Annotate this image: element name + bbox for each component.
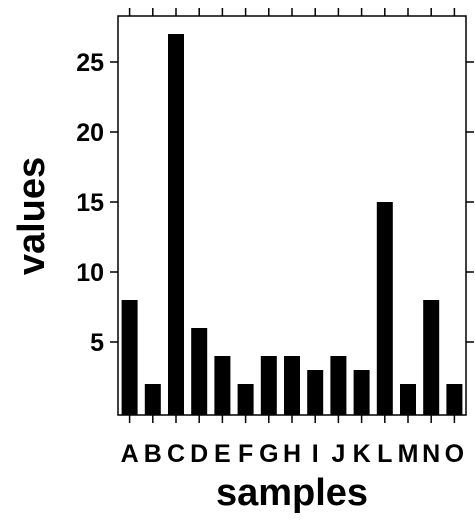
- bar-C: [168, 34, 184, 415]
- bar-E: [214, 356, 231, 415]
- x-tick-label: L: [377, 440, 392, 468]
- x-tick-label: O: [445, 440, 464, 468]
- x-tick-label: K: [353, 440, 371, 468]
- x-tick-label: D: [190, 440, 208, 468]
- x-tick-label: G: [259, 440, 278, 468]
- x-tick-label: F: [238, 440, 253, 468]
- bar-D: [191, 328, 208, 415]
- x-tick-label: I: [312, 440, 319, 468]
- bar-O: [446, 384, 463, 415]
- bar-I: [307, 370, 324, 415]
- x-tick-label: N: [422, 440, 440, 468]
- x-tick-label: J: [331, 440, 345, 468]
- bar-J: [330, 356, 347, 415]
- x-tick-label: M: [398, 440, 419, 468]
- bar-K: [353, 370, 370, 415]
- y-tick-label: 15: [76, 189, 104, 217]
- y-tick-label: 5: [90, 329, 104, 357]
- bars-group: [121, 34, 463, 415]
- x-axis-title: samples: [216, 472, 368, 514]
- bar-F: [237, 384, 254, 415]
- x-tick-label: H: [283, 440, 301, 468]
- bar-M: [400, 384, 416, 415]
- bar-B: [144, 384, 161, 415]
- x-tick-label: A: [121, 440, 139, 468]
- bar-A: [121, 300, 138, 415]
- y-tick-label: 25: [76, 49, 104, 77]
- bar-G: [260, 356, 277, 415]
- y-tick-label: 10: [76, 259, 104, 287]
- axis-ticks: [110, 8, 474, 423]
- x-tick-label: E: [214, 440, 231, 468]
- x-tick-label: B: [144, 440, 162, 468]
- bar-N: [423, 300, 440, 415]
- bar-H: [284, 356, 300, 415]
- tick-labels: A B C D E F G H I J K L M N O 5 10 15 20 25: [76, 49, 464, 468]
- y-axis-title: values: [11, 157, 53, 275]
- y-tick-label: 20: [76, 119, 104, 147]
- x-tick-label: C: [167, 440, 185, 468]
- bar-L: [376, 202, 393, 415]
